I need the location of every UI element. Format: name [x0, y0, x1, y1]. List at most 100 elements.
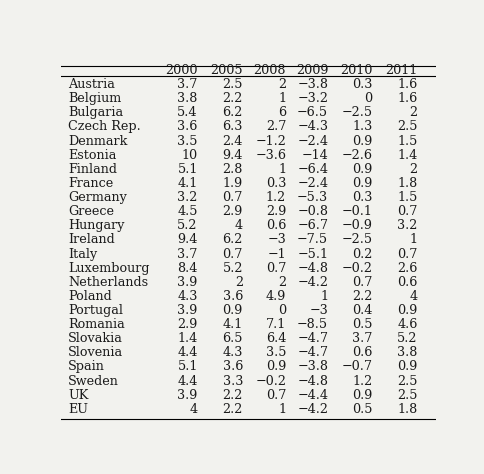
- Text: Belgium: Belgium: [68, 92, 121, 105]
- Text: −4.7: −4.7: [297, 332, 328, 345]
- Text: 4.4: 4.4: [177, 374, 197, 388]
- Text: 3.3: 3.3: [222, 374, 242, 388]
- Text: 4: 4: [408, 290, 417, 303]
- Text: 3.6: 3.6: [222, 361, 242, 374]
- Text: 3.9: 3.9: [177, 276, 197, 289]
- Text: 0.3: 0.3: [351, 78, 372, 91]
- Text: −6.4: −6.4: [297, 163, 328, 176]
- Text: Netherlands: Netherlands: [68, 276, 148, 289]
- Text: 2008: 2008: [253, 64, 286, 77]
- Text: 9.4: 9.4: [222, 149, 242, 162]
- Text: 0.7: 0.7: [351, 276, 372, 289]
- Text: −1: −1: [267, 247, 286, 261]
- Text: 0.9: 0.9: [351, 163, 372, 176]
- Text: 0.7: 0.7: [396, 205, 417, 218]
- Text: 10: 10: [182, 149, 197, 162]
- Text: Estonia: Estonia: [68, 149, 116, 162]
- Text: 1.4: 1.4: [396, 149, 417, 162]
- Text: 2.7: 2.7: [265, 120, 286, 134]
- Text: 4.4: 4.4: [177, 346, 197, 359]
- Text: Finland: Finland: [68, 163, 117, 176]
- Text: 8.4: 8.4: [177, 262, 197, 274]
- Text: −3.6: −3.6: [255, 149, 286, 162]
- Text: Poland: Poland: [68, 290, 112, 303]
- Text: 5.1: 5.1: [177, 163, 197, 176]
- Text: 4.5: 4.5: [177, 205, 197, 218]
- Text: −6.5: −6.5: [297, 106, 328, 119]
- Text: 0.3: 0.3: [351, 191, 372, 204]
- Text: −2.6: −2.6: [341, 149, 372, 162]
- Text: −3: −3: [309, 304, 328, 317]
- Text: 3.9: 3.9: [177, 389, 197, 402]
- Text: Romania: Romania: [68, 318, 125, 331]
- Text: 5.4: 5.4: [177, 106, 197, 119]
- Text: Luxembourg: Luxembourg: [68, 262, 150, 274]
- Text: 4.1: 4.1: [177, 177, 197, 190]
- Text: −0.8: −0.8: [297, 205, 328, 218]
- Text: −3.8: −3.8: [297, 78, 328, 91]
- Text: 0.7: 0.7: [265, 389, 286, 402]
- Text: 3.7: 3.7: [351, 332, 372, 345]
- Text: 1: 1: [278, 92, 286, 105]
- Text: 1: 1: [278, 403, 286, 416]
- Text: 0.6: 0.6: [265, 219, 286, 232]
- Text: 4.3: 4.3: [177, 290, 197, 303]
- Text: Germany: Germany: [68, 191, 127, 204]
- Text: 0.3: 0.3: [265, 177, 286, 190]
- Text: 6.5: 6.5: [222, 332, 242, 345]
- Text: 2.9: 2.9: [177, 318, 197, 331]
- Text: 1.6: 1.6: [396, 92, 417, 105]
- Text: 2.9: 2.9: [265, 205, 286, 218]
- Text: UK: UK: [68, 389, 89, 402]
- Text: 5.2: 5.2: [177, 219, 197, 232]
- Text: 4.9: 4.9: [265, 290, 286, 303]
- Text: −4.8: −4.8: [297, 262, 328, 274]
- Text: Italy: Italy: [68, 247, 97, 261]
- Text: 0.9: 0.9: [351, 135, 372, 147]
- Text: 3.7: 3.7: [177, 78, 197, 91]
- Text: −0.9: −0.9: [341, 219, 372, 232]
- Text: 1: 1: [319, 290, 328, 303]
- Text: 4.3: 4.3: [222, 346, 242, 359]
- Text: 4.1: 4.1: [222, 318, 242, 331]
- Text: 2.5: 2.5: [396, 374, 417, 388]
- Text: 2.2: 2.2: [222, 389, 242, 402]
- Text: 0.9: 0.9: [396, 361, 417, 374]
- Text: 6: 6: [277, 106, 286, 119]
- Text: 4: 4: [189, 403, 197, 416]
- Text: −4.3: −4.3: [297, 120, 328, 134]
- Text: 3.5: 3.5: [265, 346, 286, 359]
- Text: 0.7: 0.7: [265, 262, 286, 274]
- Text: 0.2: 0.2: [351, 247, 372, 261]
- Text: 0.6: 0.6: [351, 346, 372, 359]
- Text: 0.4: 0.4: [351, 304, 372, 317]
- Text: −2.5: −2.5: [341, 106, 372, 119]
- Text: 1.4: 1.4: [177, 332, 197, 345]
- Text: 2000: 2000: [165, 64, 197, 77]
- Text: −5.3: −5.3: [297, 191, 328, 204]
- Text: −8.5: −8.5: [297, 318, 328, 331]
- Text: 3.2: 3.2: [396, 219, 417, 232]
- Text: Sweden: Sweden: [68, 374, 119, 388]
- Text: 2: 2: [234, 276, 242, 289]
- Text: Czech Rep.: Czech Rep.: [68, 120, 140, 134]
- Text: −3.8: −3.8: [297, 361, 328, 374]
- Text: 2.5: 2.5: [396, 389, 417, 402]
- Text: 0.6: 0.6: [396, 276, 417, 289]
- Text: 1: 1: [409, 233, 417, 246]
- Text: 2: 2: [277, 78, 286, 91]
- Text: −3.2: −3.2: [297, 92, 328, 105]
- Text: 1.8: 1.8: [396, 177, 417, 190]
- Text: 0.9: 0.9: [351, 389, 372, 402]
- Text: 0.7: 0.7: [396, 247, 417, 261]
- Text: Bulgaria: Bulgaria: [68, 106, 123, 119]
- Text: 2.5: 2.5: [396, 120, 417, 134]
- Text: 2: 2: [408, 163, 417, 176]
- Text: 2: 2: [277, 276, 286, 289]
- Text: France: France: [68, 177, 113, 190]
- Text: −0.2: −0.2: [255, 374, 286, 388]
- Text: Greece: Greece: [68, 205, 114, 218]
- Text: 0.7: 0.7: [222, 191, 242, 204]
- Text: −3: −3: [267, 233, 286, 246]
- Text: Slovakia: Slovakia: [68, 332, 123, 345]
